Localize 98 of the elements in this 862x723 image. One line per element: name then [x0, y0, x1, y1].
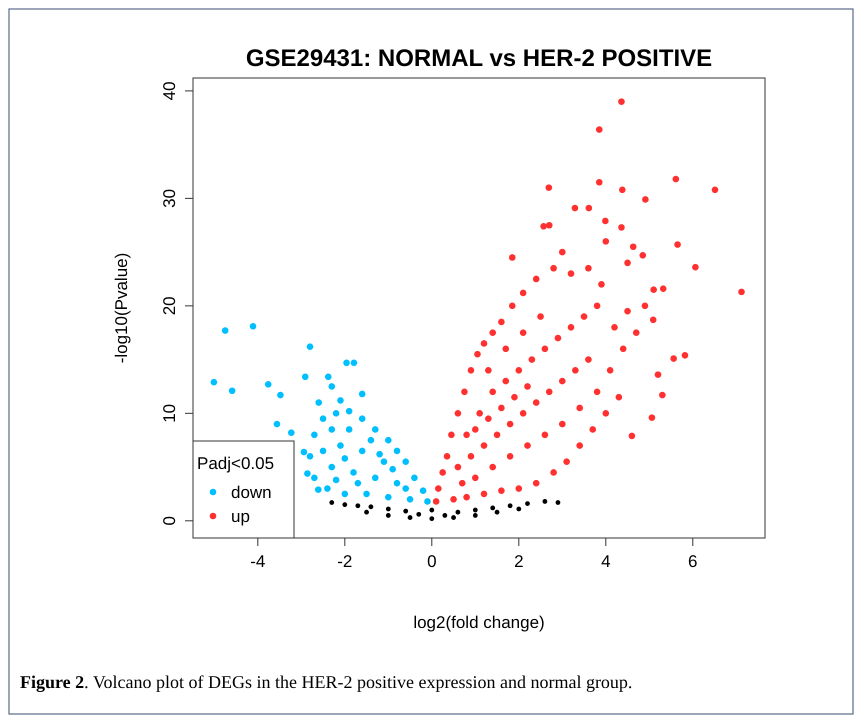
- point: [403, 508, 408, 514]
- x-tick-label: 2: [514, 552, 524, 571]
- point: [350, 469, 357, 476]
- x-axis-title: log2(fold change): [413, 613, 545, 632]
- point: [508, 503, 512, 508]
- point: [315, 399, 322, 406]
- point: [222, 327, 228, 334]
- x-tick-label: 6: [688, 552, 698, 571]
- point: [320, 448, 326, 454]
- point: [354, 480, 362, 486]
- point: [311, 474, 318, 482]
- point: [343, 360, 350, 366]
- point: [472, 508, 478, 512]
- point: [302, 373, 309, 380]
- point: [332, 410, 340, 417]
- point: [337, 397, 344, 404]
- point: [346, 408, 352, 414]
- point: [411, 474, 418, 482]
- point: [288, 429, 295, 436]
- point: [442, 513, 448, 518]
- point: [328, 464, 336, 470]
- point: [494, 510, 500, 515]
- y-tick-label: 10: [160, 404, 179, 423]
- point: [372, 474, 379, 482]
- point: [385, 494, 392, 500]
- point: [451, 515, 456, 520]
- point: [402, 458, 410, 465]
- point: [300, 448, 308, 456]
- point: [420, 487, 426, 494]
- point: [542, 499, 548, 504]
- point: [306, 453, 314, 460]
- point: [380, 458, 388, 465]
- point: [368, 436, 374, 444]
- point: [332, 476, 340, 484]
- point: [386, 506, 391, 512]
- point: [424, 498, 431, 505]
- point: [368, 504, 374, 510]
- point: [314, 486, 322, 493]
- point: [342, 490, 348, 498]
- y-tick-label: 20: [160, 296, 179, 316]
- legend-label: up: [231, 507, 250, 526]
- y-axis-title: -log10(Pvalue): [112, 252, 131, 364]
- y-tick-label: 0: [160, 516, 179, 526]
- point: [394, 448, 400, 454]
- point: [324, 373, 332, 380]
- point: [355, 503, 360, 508]
- point: [337, 442, 344, 449]
- point: [274, 420, 280, 428]
- point: [372, 426, 379, 433]
- y-tick-label: 30: [160, 188, 179, 208]
- point: [389, 466, 396, 473]
- point: [311, 432, 318, 438]
- point: [342, 502, 348, 508]
- point: [228, 387, 236, 394]
- point: [364, 510, 369, 515]
- point: [320, 415, 326, 422]
- point: [525, 501, 530, 506]
- point: [304, 470, 311, 477]
- chart-title: GSE29431: NORMAL vs HER-2 POSITIVE: [246, 45, 712, 72]
- y-tick-label: 40: [160, 81, 179, 100]
- point: [416, 512, 422, 517]
- point: [328, 383, 336, 390]
- point: [306, 343, 314, 350]
- point: [250, 322, 256, 330]
- point: [516, 506, 522, 512]
- point: [472, 513, 478, 518]
- point: [394, 480, 400, 486]
- point: [386, 513, 391, 518]
- point: [406, 496, 414, 503]
- x-tick-label: -2: [337, 552, 352, 571]
- point: [346, 426, 352, 433]
- caption: Figure 2. Volcano plot of DEGs in the HER-2 positive expression and normal group.: [20, 672, 632, 692]
- point: [376, 450, 383, 458]
- point: [358, 415, 366, 422]
- point: [408, 515, 412, 520]
- point: [358, 390, 366, 398]
- point: [277, 392, 284, 398]
- point: [328, 426, 336, 433]
- point: [429, 508, 434, 512]
- point: [210, 378, 218, 386]
- point: [490, 506, 496, 510]
- point: [402, 485, 410, 492]
- point: [429, 516, 434, 522]
- point: [385, 436, 392, 444]
- point: [358, 448, 366, 454]
- point: [329, 500, 334, 505]
- point: [324, 485, 331, 492]
- x-tick-label: -4: [250, 552, 266, 571]
- point: [350, 360, 358, 366]
- x-tick-label: 0: [427, 552, 437, 571]
- legend-label: down: [231, 483, 272, 502]
- x-tick-label: 4: [601, 552, 611, 571]
- point: [342, 455, 348, 462]
- point: [264, 381, 272, 388]
- point: [363, 490, 370, 498]
- legend-title: Padj<0.05: [197, 454, 274, 473]
- point: [456, 510, 460, 515]
- point: [556, 500, 560, 505]
